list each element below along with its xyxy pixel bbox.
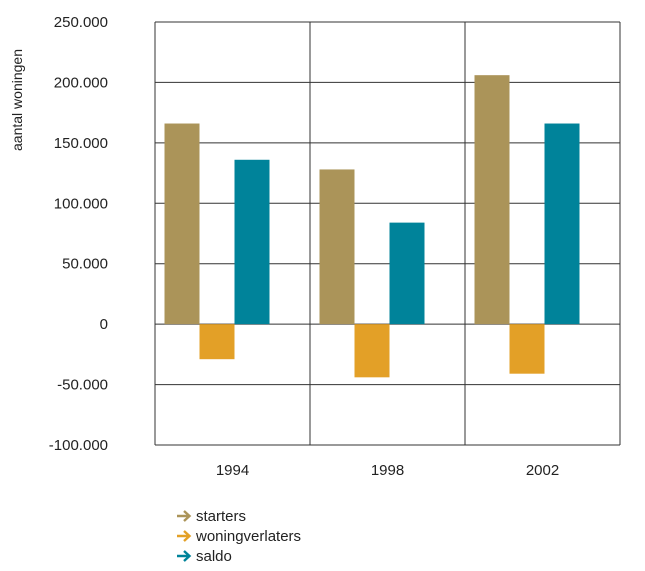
x-tick-label: 2002 bbox=[526, 462, 559, 479]
x-tick-label: 1994 bbox=[216, 462, 249, 479]
bar-woningverlaters-1994 bbox=[199, 324, 235, 360]
legend-item-saldo: saldo bbox=[176, 546, 301, 566]
bar-starters-2002 bbox=[474, 75, 510, 325]
y-tick-label: 250.000 bbox=[54, 14, 108, 31]
arrow-right-icon bbox=[177, 510, 192, 522]
y-tick-label: -100.000 bbox=[49, 437, 108, 454]
y-tick-label: 150.000 bbox=[54, 135, 108, 152]
bar-woningverlaters-1998 bbox=[354, 324, 390, 378]
bar-saldo-1998 bbox=[389, 222, 425, 325]
y-tick-label: -50.000 bbox=[57, 377, 108, 394]
legend-label: saldo bbox=[196, 547, 232, 565]
x-axis-ticks: 1994 1998 2002 bbox=[216, 462, 559, 479]
bar-starters-1994 bbox=[164, 123, 200, 325]
legend-label: woningverlaters bbox=[196, 527, 302, 545]
arrow-right-icon bbox=[177, 550, 192, 562]
legend-item-woningverlaters: woningverlaters bbox=[176, 526, 301, 546]
y-tick-label: 200.000 bbox=[54, 74, 108, 91]
bar-starters-1998 bbox=[319, 169, 355, 325]
chart-bars bbox=[164, 75, 580, 378]
legend-label: starters bbox=[196, 507, 247, 525]
y-tick-label: 0 bbox=[100, 316, 108, 333]
y-tick-label: 50.000 bbox=[62, 256, 108, 273]
x-tick-label: 1998 bbox=[371, 462, 404, 479]
arrow-right-icon bbox=[177, 530, 192, 542]
bar-saldo-1994 bbox=[234, 159, 270, 325]
bar-saldo-2002 bbox=[544, 123, 580, 325]
y-tick-label: 100.000 bbox=[54, 195, 108, 212]
y-axis-label: aantal woningen bbox=[9, 49, 25, 151]
legend-item-starters: starters bbox=[176, 506, 301, 526]
bar-chart: 250.000 200.000 150.000 100.000 50.000 0 -50.0… bbox=[9, 14, 621, 479]
y-axis-ticks: 250.000 200.000 150.000 100.000 50.000 0 -50.0… bbox=[49, 14, 108, 454]
bar-woningverlaters-2002 bbox=[509, 324, 545, 374]
legend: starters woningverlaters saldo bbox=[176, 506, 301, 566]
